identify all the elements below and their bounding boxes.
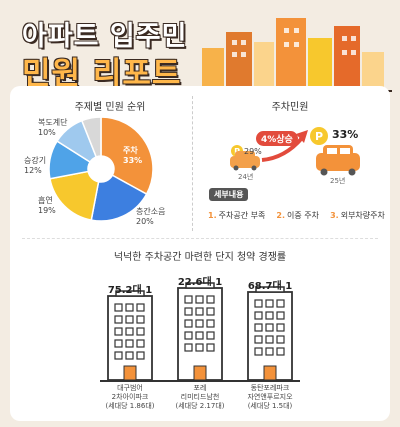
horizontal-divider	[22, 238, 378, 239]
slice-label-elevator: 승강기 12%	[24, 156, 47, 175]
section-divider	[192, 96, 193, 231]
year-25: 25년	[330, 177, 346, 185]
growth-badge: 4%상승	[256, 131, 298, 146]
competition-title: 넉넉한 주차공간 마련한 단지 청약 경쟁률	[113, 252, 287, 263]
rate-3: 68.7대 1	[247, 281, 293, 292]
year-24: 24년	[238, 173, 254, 181]
svg-text:P: P	[315, 130, 323, 143]
pie-title: 주제별 민원 순위	[74, 102, 146, 113]
slice-label-hallway: 복도계단 10%	[38, 118, 68, 137]
title-line-1: 아파트 입주민	[22, 21, 188, 52]
slice-label-noise: 층간소음 20%	[136, 207, 166, 226]
rate-2: 22.6대 1	[177, 277, 223, 288]
car-icon-small: P	[230, 145, 260, 171]
building-2	[177, 282, 223, 381]
pct-24: 29%	[244, 147, 262, 156]
city-skyline-icon	[192, 18, 392, 92]
parking-title: 주차민원	[271, 102, 309, 113]
detail-item: 1. 주차공간 부족	[208, 211, 266, 220]
detail-label: 세부내용	[209, 188, 249, 201]
slice-label-parking: 주차 33%	[123, 146, 143, 165]
complex-name-3: 동탄포레파크 자연앤푸르지오 (세대당 1.5대)	[247, 384, 293, 410]
car-icon-large: P	[310, 127, 360, 176]
header: 아파트 입주민 민원 리포트	[0, 0, 400, 92]
building-1	[107, 290, 153, 381]
complex-name-2: 포레 리미티드남천 (세대당 2.17대)	[175, 384, 225, 410]
complex-name-1: 대구범어 2차아이파크 (세대당 1.86대)	[105, 384, 155, 410]
rate-1: 75.2대 1	[107, 285, 153, 296]
slice-label-smoking: 흡연 19%	[38, 196, 56, 215]
detail-list: 1. 주차공간 부족 2. 이중 주차 3. 외부차량주차	[208, 203, 391, 222]
pct-25: 33%	[332, 128, 359, 141]
ground-line	[100, 380, 300, 382]
building-3	[247, 286, 293, 381]
detail-item: 2. 이중 주차	[276, 211, 319, 220]
pie-center	[88, 156, 114, 182]
detail-item: 3. 외부차량주차	[330, 211, 385, 220]
